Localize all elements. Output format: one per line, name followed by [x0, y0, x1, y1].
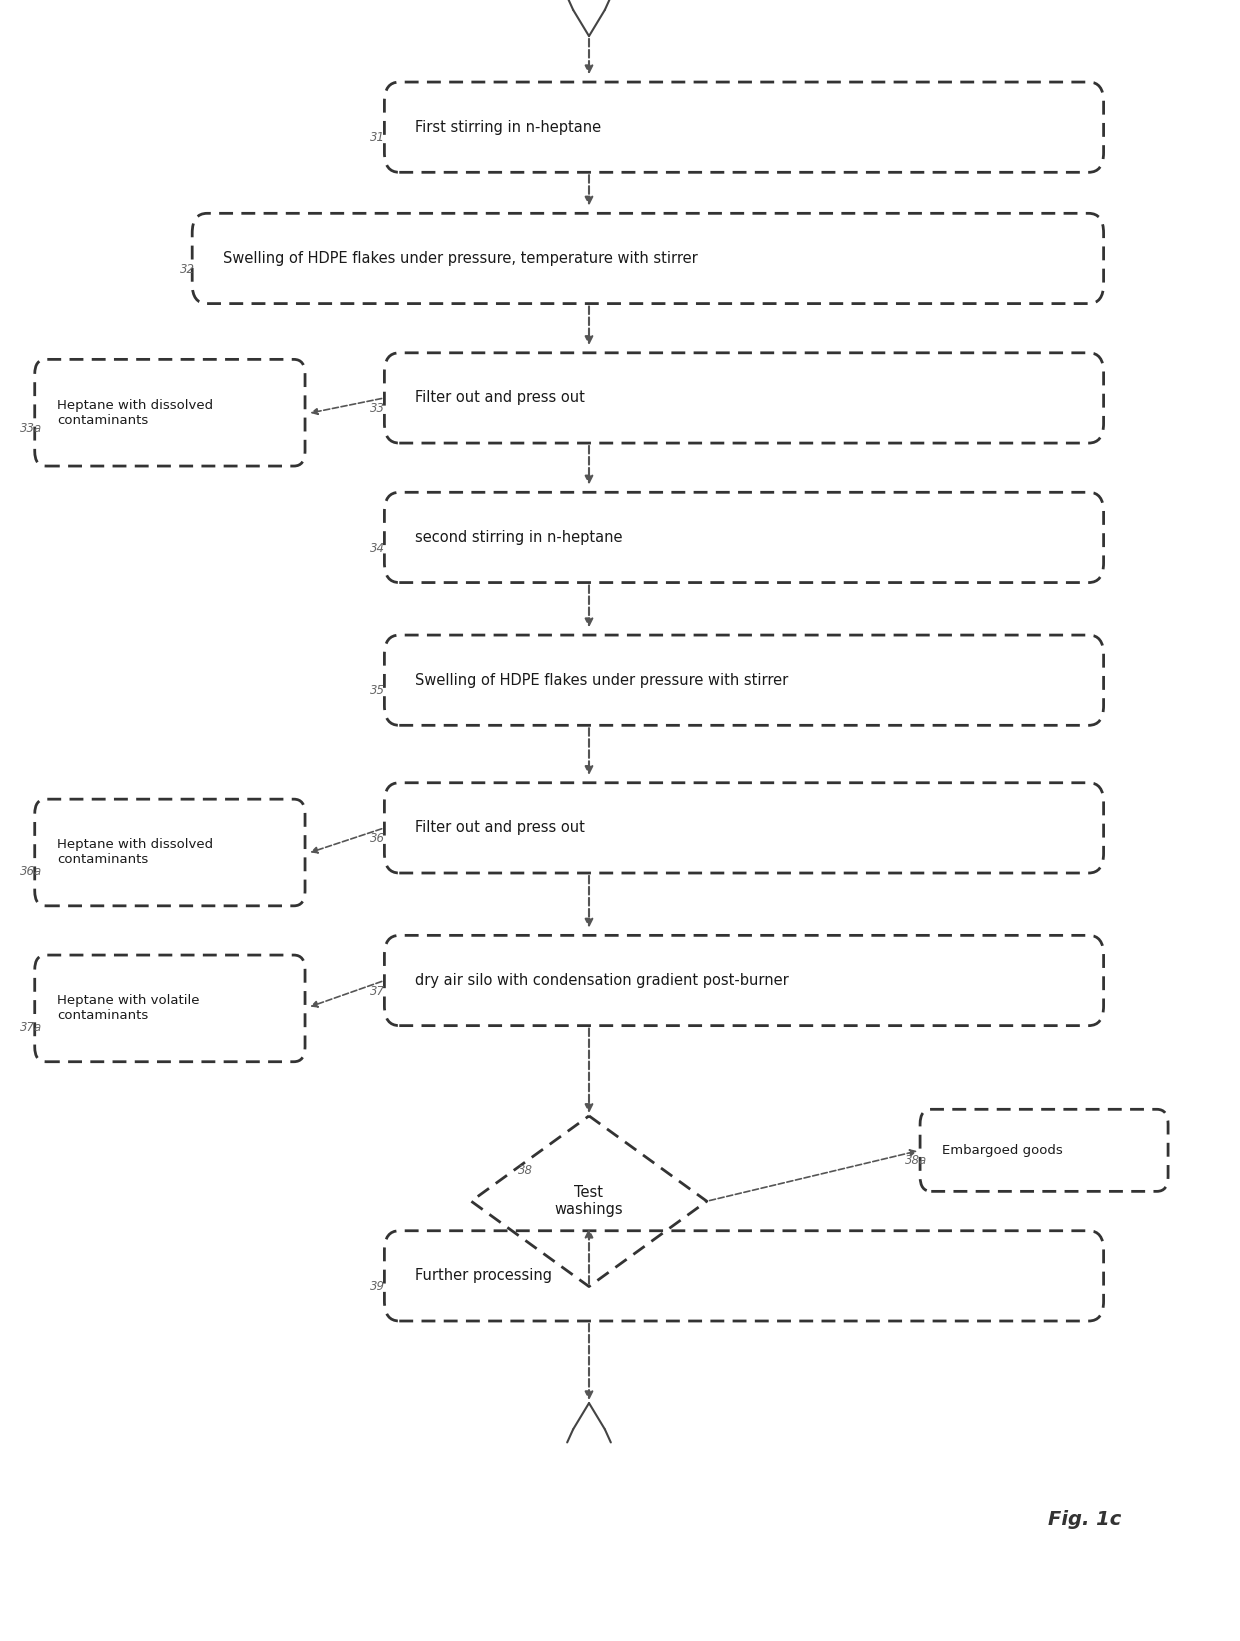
FancyBboxPatch shape	[35, 799, 305, 906]
FancyBboxPatch shape	[384, 492, 1104, 583]
Text: 39: 39	[370, 1280, 384, 1293]
Text: 38a: 38a	[905, 1154, 928, 1167]
Text: 37: 37	[370, 985, 384, 998]
Text: 35: 35	[370, 684, 384, 697]
FancyBboxPatch shape	[384, 935, 1104, 1026]
Text: 36: 36	[370, 832, 384, 845]
Text: Heptane with volatile
contaminants: Heptane with volatile contaminants	[57, 994, 200, 1022]
Text: 32: 32	[180, 263, 195, 276]
Text: Embargoed goods: Embargoed goods	[942, 1144, 1063, 1157]
Text: Heptane with dissolved
contaminants: Heptane with dissolved contaminants	[57, 839, 213, 866]
FancyBboxPatch shape	[920, 1109, 1168, 1191]
Text: Test
washings: Test washings	[554, 1185, 624, 1218]
Text: Fig. 1c: Fig. 1c	[1048, 1510, 1121, 1529]
Text: dry air silo with condensation gradient post-burner: dry air silo with condensation gradient …	[415, 973, 789, 988]
FancyBboxPatch shape	[384, 1231, 1104, 1321]
Polygon shape	[471, 1116, 707, 1287]
Text: 34: 34	[370, 542, 384, 555]
Text: 33: 33	[370, 402, 384, 415]
Text: second stirring in n-heptane: second stirring in n-heptane	[415, 530, 622, 545]
Text: 36a: 36a	[20, 865, 42, 878]
Text: Further processing: Further processing	[415, 1268, 552, 1283]
Text: First stirring in n-heptane: First stirring in n-heptane	[415, 120, 601, 135]
Text: Swelling of HDPE flakes under pressure, temperature with stirrer: Swelling of HDPE flakes under pressure, …	[223, 251, 698, 266]
Text: Filter out and press out: Filter out and press out	[415, 820, 585, 835]
FancyBboxPatch shape	[35, 955, 305, 1062]
FancyBboxPatch shape	[384, 783, 1104, 873]
Text: Filter out and press out: Filter out and press out	[415, 391, 585, 405]
Text: 33a: 33a	[20, 422, 42, 435]
FancyBboxPatch shape	[384, 353, 1104, 443]
Text: 37a: 37a	[20, 1021, 42, 1034]
Text: Swelling of HDPE flakes under pressure with stirrer: Swelling of HDPE flakes under pressure w…	[415, 673, 789, 688]
FancyBboxPatch shape	[384, 635, 1104, 725]
Text: 31: 31	[370, 131, 384, 144]
Text: 38: 38	[518, 1163, 533, 1177]
FancyBboxPatch shape	[192, 213, 1104, 304]
Text: Heptane with dissolved
contaminants: Heptane with dissolved contaminants	[57, 399, 213, 427]
FancyBboxPatch shape	[384, 82, 1104, 172]
FancyBboxPatch shape	[35, 359, 305, 466]
